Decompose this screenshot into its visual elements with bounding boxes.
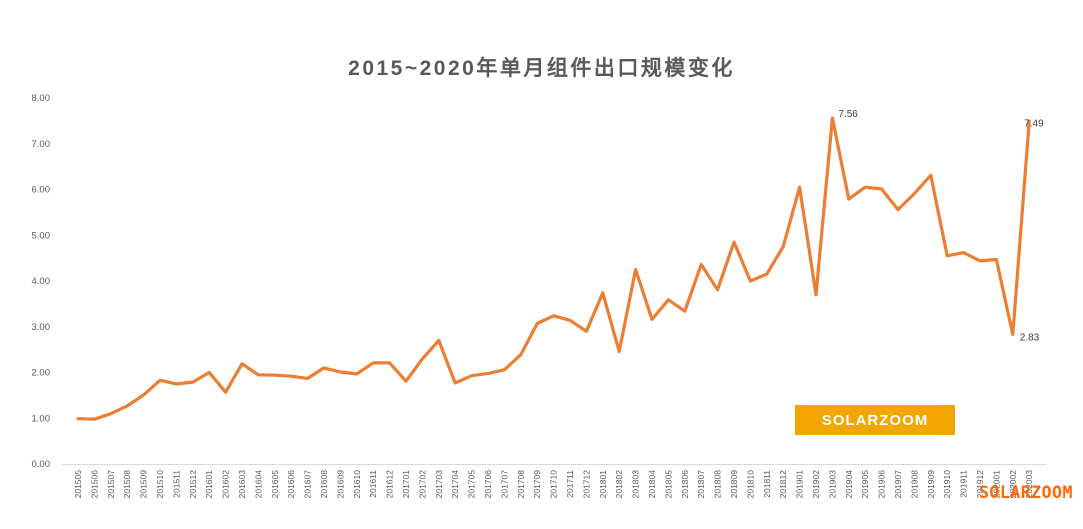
- x-tick-label: 202001: [991, 470, 1001, 499]
- x-tick-label: 201706: [483, 470, 493, 499]
- x-tick-label: 201603: [237, 470, 247, 499]
- data-label: 7.56: [838, 109, 858, 120]
- x-tick-label: 201901: [795, 470, 805, 499]
- x-tick-label: 201510: [155, 470, 165, 499]
- series-line: [76, 116, 1031, 421]
- x-tick-label: 201612: [385, 470, 395, 499]
- x-tick-label: 201912: [975, 470, 985, 499]
- x-tick-label: 201507: [106, 470, 116, 499]
- x-tick-label: 201708: [516, 470, 526, 499]
- y-tick-label: 3.00: [32, 322, 51, 333]
- x-tick-label: 201808: [713, 470, 723, 499]
- x-tick-label: 201508: [122, 470, 132, 499]
- solarzoom-badge: SOLARZOOM: [795, 405, 955, 435]
- x-tick-label: 201702: [417, 470, 427, 499]
- x-tick-label: 201810: [745, 470, 755, 499]
- x-tick-label: 201911: [959, 470, 969, 498]
- x-tick-label: 201809: [729, 470, 739, 499]
- x-tick-label: 201802: [614, 470, 624, 499]
- x-tick-label: 201806: [680, 470, 690, 499]
- x-tick-label: 201904: [844, 470, 854, 499]
- chart-title: 2015~2020年单月组件出口规模变化: [348, 57, 735, 80]
- x-tick-label: 201709: [532, 470, 542, 499]
- data-label: 2.83: [1020, 333, 1040, 344]
- x-tick-label: 201511: [171, 470, 181, 498]
- x-tick-label: 201509: [139, 470, 149, 499]
- x-tick-label: 201907: [893, 470, 903, 499]
- y-tick-label: 7.00: [32, 139, 51, 150]
- x-tick-label: 201601: [204, 470, 214, 499]
- x-tick-label: 201506: [89, 470, 99, 499]
- y-tick-label: 8.00: [32, 93, 51, 104]
- x-tick-label: 201807: [696, 470, 706, 499]
- x-tick-label: 201905: [860, 470, 870, 499]
- x-tick-label: 201604: [253, 470, 263, 499]
- x-tick-label: 201906: [877, 470, 887, 499]
- x-tick-label: 202003: [1024, 470, 1034, 499]
- x-tick-label: 201811: [762, 470, 772, 498]
- x-tick-label: 201608: [319, 470, 329, 499]
- x-tick-label: 201812: [778, 470, 788, 499]
- y-tick-label: 2.00: [32, 368, 51, 379]
- y-tick-label: 1.00: [32, 413, 51, 424]
- x-tick-label: 201909: [926, 470, 936, 499]
- x-tick-label: 201605: [270, 470, 280, 499]
- x-tick-label: 201710: [549, 470, 559, 499]
- y-tick-label: 5.00: [32, 230, 51, 241]
- y-tick-label: 6.00: [32, 185, 51, 196]
- x-tick-label: 201804: [647, 470, 657, 499]
- x-tick-label: 201609: [335, 470, 345, 499]
- x-tick-label: 201607: [303, 470, 313, 499]
- x-tick-label: 201902: [811, 470, 821, 499]
- data-label: 7.49: [1024, 118, 1044, 129]
- x-tick-label: 201704: [450, 470, 460, 499]
- x-tick-label: 201803: [631, 470, 641, 499]
- x-tick-label: 201805: [663, 470, 673, 499]
- x-tick-label: 201512: [188, 470, 198, 499]
- x-tick-label: 201703: [434, 470, 444, 499]
- x-tick-label: 201606: [286, 470, 296, 499]
- y-tick-label: 0.00: [32, 459, 51, 470]
- x-tick-label: 201701: [401, 470, 411, 499]
- x-tick-label: 201610: [352, 470, 362, 499]
- y-tick-label: 4.00: [32, 276, 51, 287]
- x-tick-label: 201711: [565, 470, 575, 498]
- x-tick-label: 201801: [598, 470, 608, 499]
- x-tick-label: 201602: [221, 470, 231, 499]
- x-tick-label: 201611: [368, 470, 378, 498]
- x-tick-label: 202002: [1008, 470, 1018, 499]
- solarzoom-badge-label: SOLARZOOM: [821, 411, 929, 429]
- x-tick-label: 201910: [942, 470, 952, 499]
- x-tick-label: 201707: [499, 470, 509, 499]
- x-tick-label: 201908: [909, 470, 919, 499]
- x-tick-label: 201505: [73, 470, 83, 499]
- x-tick-label: 201712: [581, 470, 591, 499]
- x-tick-label: 201903: [827, 470, 837, 499]
- x-tick-label: 201705: [467, 470, 477, 499]
- solarzoom-watermark: SOLARZOOM: [979, 483, 1073, 502]
